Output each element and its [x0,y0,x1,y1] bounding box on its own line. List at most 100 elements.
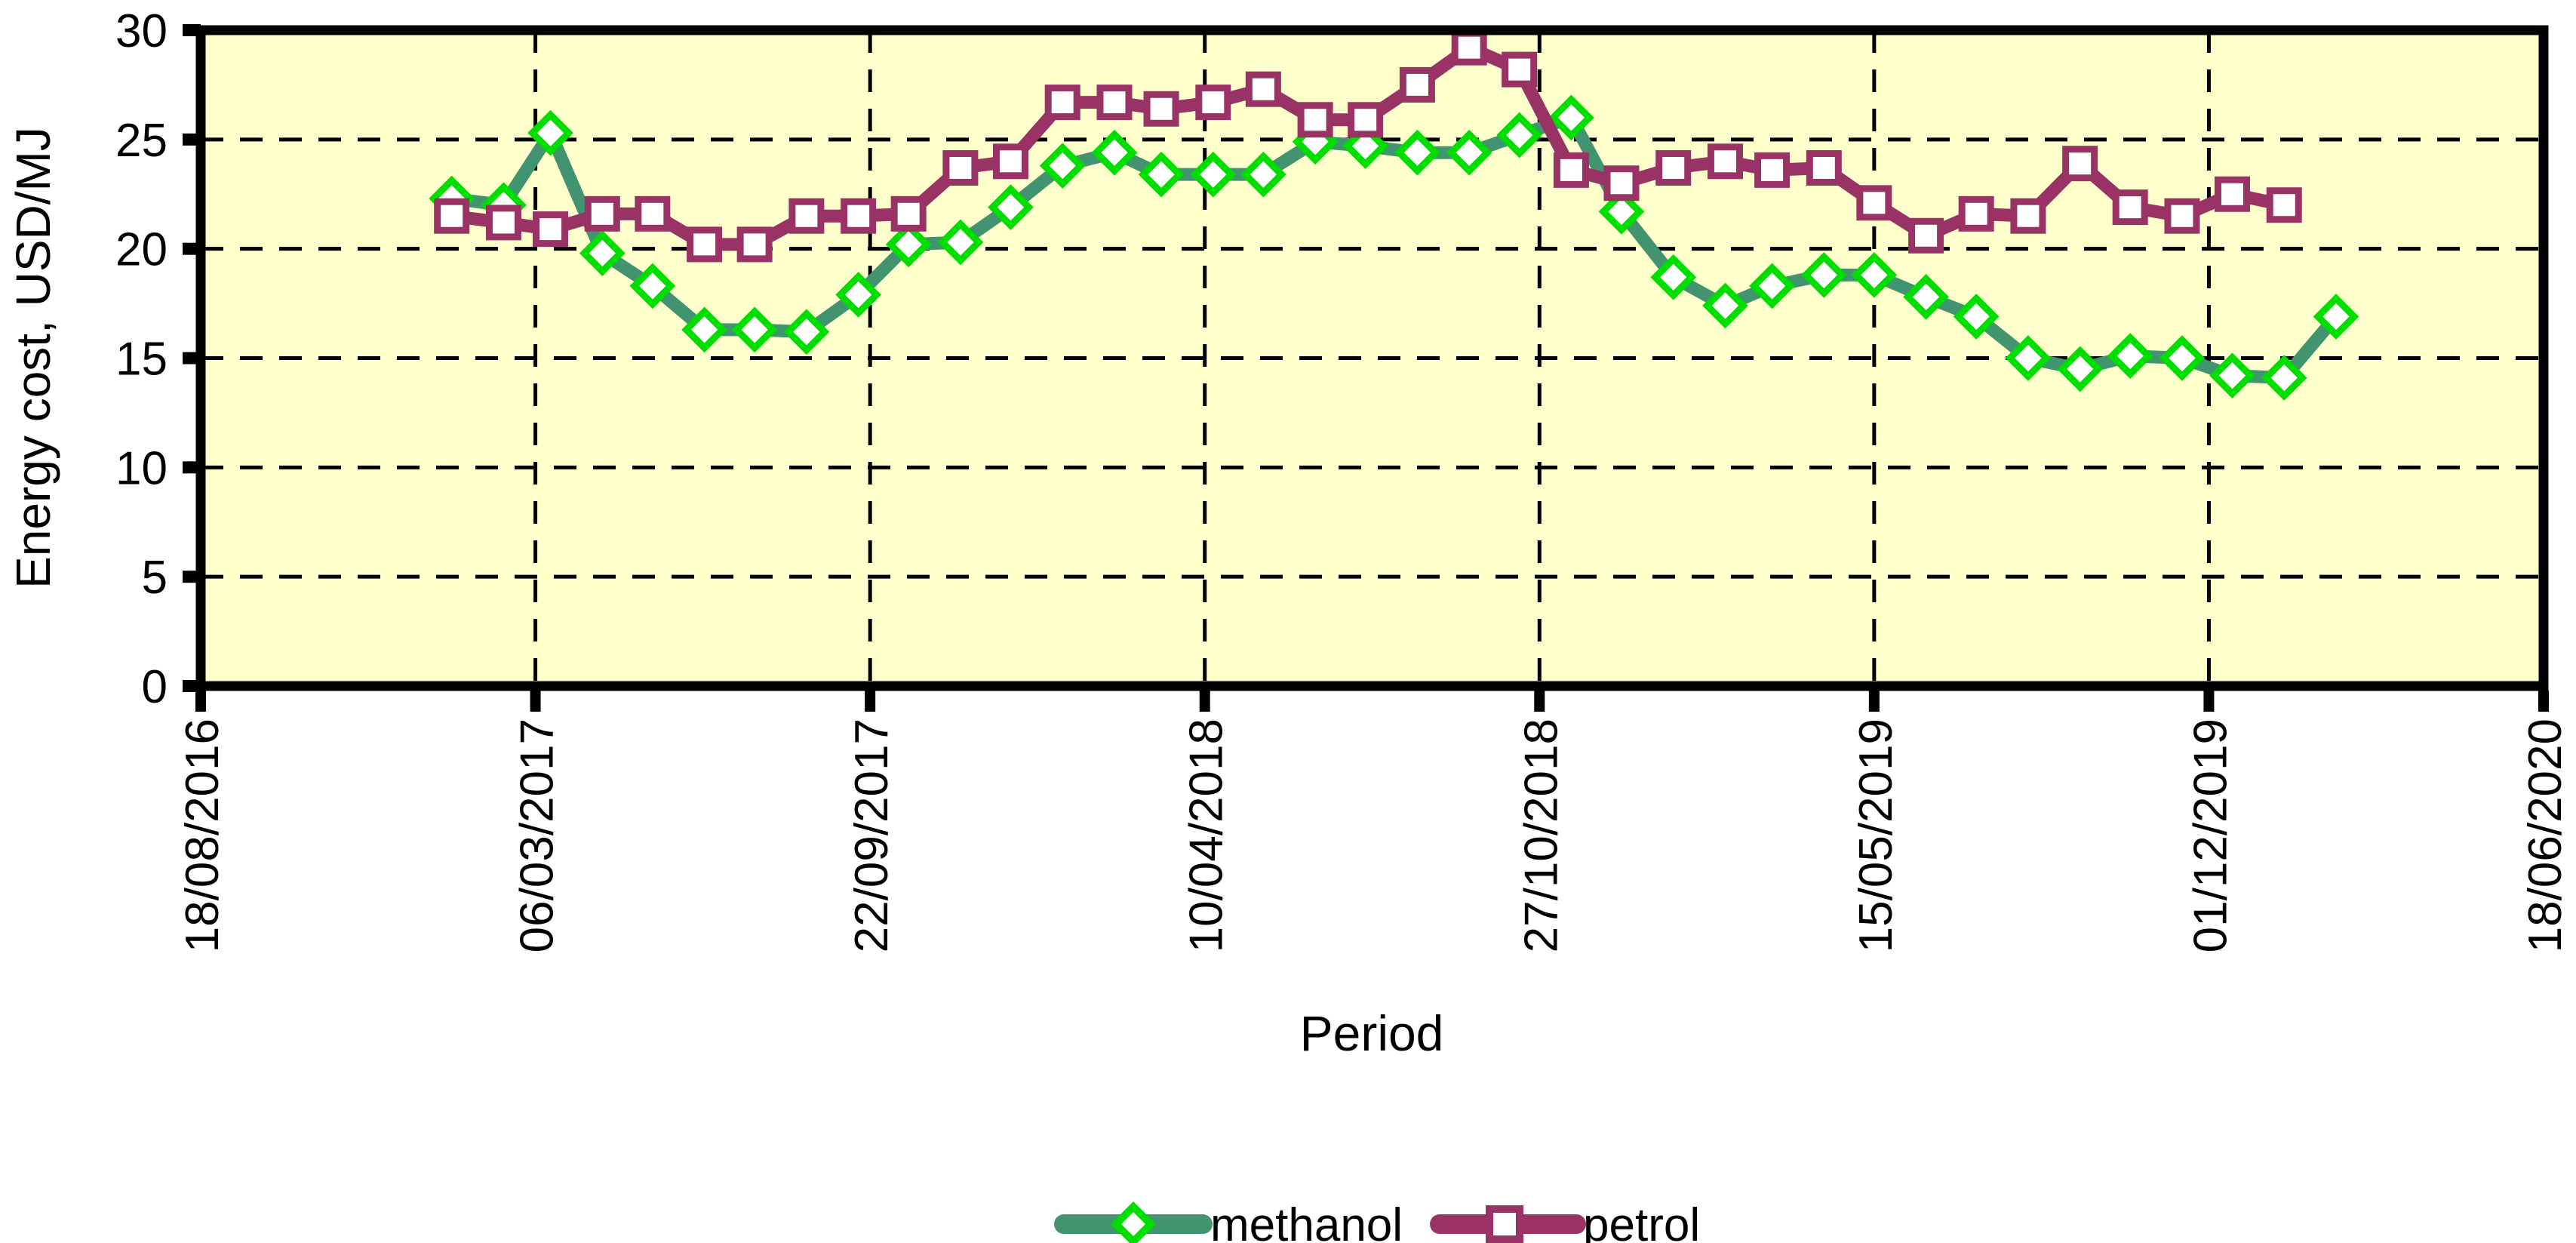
plot-area: 0 5 10 15 20 25 30 18/08/2016 06/03/2017 22/09/20… [115,5,2571,952]
petrol-marker-19 [1399,66,1435,103]
methanol-marker-27 [1800,252,1847,298]
petrol-marker-18 [1348,102,1384,138]
legend-swatches [1054,1201,1586,1243]
x-tick-1 [530,691,541,712]
petrol-marker-6 [736,226,773,263]
y-axis-title: Energy cost, USD/MJ [6,127,60,589]
petrol-marker-0 [434,198,470,234]
methanol-marker-29 [1903,274,1949,320]
petrol-marker-8 [841,198,877,234]
x-tick-label-5: 15/05/2019 [1850,718,1902,952]
petrol-marker-33 [2112,189,2148,226]
petrol-marker-7 [788,198,825,234]
petrol-marker-5 [687,226,723,263]
petrol-marker-20 [1451,29,1487,66]
methanol-marker-4 [629,263,676,309]
methanol-marker-33 [2107,333,2153,379]
x-tick-7 [2538,691,2549,712]
petrol-marker-26 [1754,152,1791,188]
legend: methanol petrol [1054,1199,1700,1243]
y-tick-label-20: 20 [115,224,168,276]
methanol-marker-15 [1190,151,1237,198]
methanol-marker-11 [988,184,1034,230]
petrol-marker-34 [2164,198,2200,234]
methanol-marker-25 [1702,282,1748,329]
methanol-marker-14 [1138,151,1185,198]
methanol-marker-26 [1749,263,1795,309]
methanol-marker-32 [2057,346,2104,392]
x-tick-label-1: 06/03/2017 [512,718,564,952]
x-axis-title: Period [1300,1005,1444,1061]
methanol-marker-12 [1039,143,1086,189]
x-tick-label-4: 27/10/2018 [1515,718,1567,952]
x-tick-6 [2203,691,2215,712]
petrol-marker-32 [2062,146,2098,182]
petrol-marker-3 [584,195,620,232]
legend-marker-methanol [1110,1201,1157,1243]
petrol-marker-11 [992,143,1028,180]
x-tick-2 [865,691,876,712]
petrol-marker-35 [2214,176,2250,212]
petrol-marker-9 [890,195,927,232]
petrol-marker-28 [1856,185,1892,221]
y-tick-25 [183,133,201,146]
x-tick-label-2: 22/09/2017 [846,718,898,952]
y-tick-5 [183,571,201,583]
y-tick-20 [183,242,201,255]
petrol-marker-15 [1195,85,1231,121]
y-tick-10 [183,461,201,474]
methanol-marker-30 [1953,294,2000,340]
methanol-marker-34 [2159,335,2206,381]
methanol-marker-6 [731,306,778,353]
methanol-marker-9 [885,221,932,268]
y-tick-label-30: 30 [115,5,168,57]
legend-label-petrol: petrol [1583,1199,1700,1243]
petrol-marker-17 [1297,102,1333,138]
methanol-marker-20 [1446,129,1492,176]
y-tick-label-25: 25 [115,115,168,167]
x-tick-label-6: 01/12/2019 [2184,718,2236,952]
y-tick-0 [183,680,201,692]
methanol-marker-3 [579,230,626,276]
petrol-marker-1 [485,205,521,241]
petrol-marker-25 [1707,143,1743,180]
x-tick-3 [1199,691,1210,712]
methanol-marker-2 [527,109,573,156]
petrol-marker-36 [2266,187,2302,223]
methanol-marker-16 [1240,151,1286,198]
methanol-marker-35 [2209,352,2255,399]
x-tick-4 [1534,691,1545,712]
y-tick-30 [183,24,201,36]
methanol-marker-7 [783,309,830,355]
y-tick-label-5: 5 [142,552,168,604]
petrol-marker-21 [1502,51,1538,88]
petrol-marker-16 [1245,71,1281,107]
petrol-marker-2 [533,211,569,248]
petrol-marker-23 [1603,165,1640,202]
methanol-marker-22 [1548,94,1594,141]
petrol-marker-4 [635,195,671,232]
petrol-marker-31 [2010,198,2046,234]
methanol-marker-5 [681,306,727,353]
methanol-marker-36 [2261,355,2307,401]
petrol-marker-14 [1143,91,1179,127]
x-tick-5 [1868,691,1880,712]
petrol-marker-22 [1553,152,1589,188]
x-tick-label-7: 18/06/2020 [2519,718,2571,952]
legend-label-methanol: methanol [1210,1199,1403,1243]
y-tick-15 [183,352,201,365]
legend-marker-petrol [1486,1205,1523,1243]
petrol-marker-29 [1908,217,1944,254]
methanol-marker-37 [2313,294,2359,340]
x-tick-label-0: 18/08/2016 [177,718,229,952]
petrol-marker-10 [942,149,979,186]
methanol-marker-23 [1598,189,1645,235]
x-tick-0 [195,691,206,712]
y-tick-label-0: 0 [142,661,168,713]
methanol-marker-31 [2005,335,2052,381]
methanol-marker-24 [1650,254,1697,300]
y-tick-label-15: 15 [115,334,168,386]
y-tick-label-10: 10 [115,442,168,494]
methanol-marker-13 [1091,129,1138,176]
